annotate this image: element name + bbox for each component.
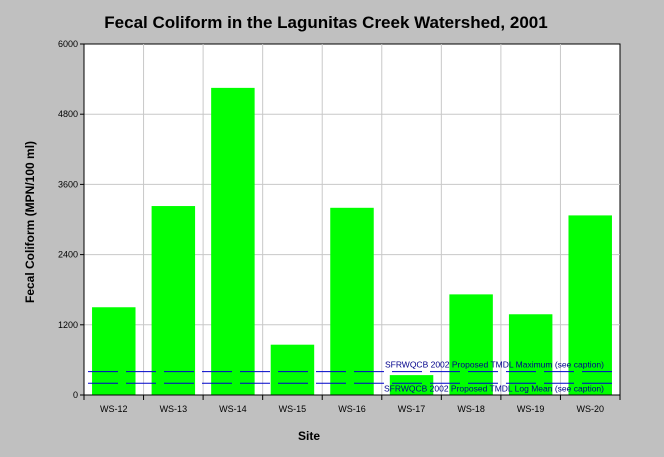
y-tick-label: 4800	[58, 109, 78, 119]
bar-ws-13	[151, 206, 196, 395]
bar-ws-15	[270, 344, 315, 395]
y-tick-label: 2400	[58, 250, 78, 260]
bars	[92, 87, 612, 395]
bar-ws-18	[449, 294, 493, 395]
bar-ws-12	[92, 307, 136, 395]
reference-line-label: SFRWQCB 2002 Proposed TMDL Log Mean (see…	[384, 383, 604, 393]
y-tick-label: 3600	[58, 179, 78, 189]
x-tick-label: WS-17	[398, 404, 426, 414]
x-tick-label: WS-20	[576, 404, 604, 414]
x-tick-label: WS-16	[338, 404, 366, 414]
x-tick-label: WS-15	[279, 404, 307, 414]
reference-line-label: SFRWQCB 2002 Proposed TMDL Maximum (see …	[385, 360, 604, 370]
x-tick-label: WS-13	[160, 404, 188, 414]
y-axis-ticks: 0 1200 2400 3600 4800 6000	[58, 39, 84, 400]
x-axis-ticks: WS-12 WS-13 WS-14 WS-15 WS-16 WS-17 WS-18 WS-19…	[83, 395, 621, 414]
bar-ws-17	[389, 375, 434, 395]
chart-title: Fecal Coliform in the Lagunitas Creek Wa…	[104, 13, 547, 32]
bar-ws-14	[211, 87, 255, 395]
y-tick-label: 1200	[58, 320, 78, 330]
y-tick-label: 6000	[58, 39, 78, 49]
x-tick-label: WS-14	[219, 404, 247, 414]
x-tick-label: WS-18	[457, 404, 485, 414]
y-axis-title: Fecal Coliform (MPN/100 ml)	[23, 141, 37, 303]
bar-ws-19	[508, 314, 553, 395]
y-tick-label: 0	[73, 390, 78, 400]
x-axis-title: Site	[298, 429, 320, 443]
bar-ws-20	[568, 215, 612, 395]
x-tick-label: WS-12	[100, 404, 128, 414]
x-tick-label: WS-19	[517, 404, 545, 414]
bar-ws-16	[330, 207, 374, 395]
reference-lines: SFRWQCB 2002 Proposed TMDL Maximum (see …	[88, 360, 616, 393]
